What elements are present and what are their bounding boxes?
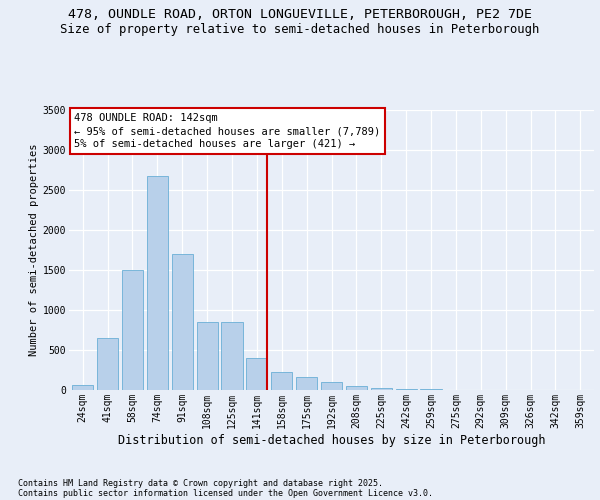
Text: Contains public sector information licensed under the Open Government Licence v3: Contains public sector information licen… bbox=[18, 488, 433, 498]
Bar bbox=[122, 270, 143, 390]
Bar bbox=[221, 322, 242, 390]
Bar bbox=[321, 382, 342, 390]
Bar bbox=[97, 338, 118, 390]
Text: 478 OUNDLE ROAD: 142sqm
← 95% of semi-detached houses are smaller (7,789)
5% of : 478 OUNDLE ROAD: 142sqm ← 95% of semi-de… bbox=[74, 113, 380, 149]
Bar bbox=[371, 388, 392, 390]
X-axis label: Distribution of semi-detached houses by size in Peterborough: Distribution of semi-detached houses by … bbox=[118, 434, 545, 446]
Bar bbox=[147, 176, 168, 390]
Bar bbox=[72, 385, 93, 390]
Bar bbox=[395, 388, 417, 390]
Bar bbox=[421, 389, 442, 390]
Text: Size of property relative to semi-detached houses in Peterborough: Size of property relative to semi-detach… bbox=[61, 22, 539, 36]
Bar bbox=[172, 254, 193, 390]
Text: 478, OUNDLE ROAD, ORTON LONGUEVILLE, PETERBOROUGH, PE2 7DE: 478, OUNDLE ROAD, ORTON LONGUEVILLE, PET… bbox=[68, 8, 532, 20]
Bar bbox=[296, 377, 317, 390]
Bar bbox=[197, 322, 218, 390]
Bar bbox=[346, 386, 367, 390]
Bar bbox=[246, 358, 268, 390]
Bar bbox=[271, 372, 292, 390]
Y-axis label: Number of semi-detached properties: Number of semi-detached properties bbox=[29, 144, 38, 356]
Text: Contains HM Land Registry data © Crown copyright and database right 2025.: Contains HM Land Registry data © Crown c… bbox=[18, 478, 383, 488]
